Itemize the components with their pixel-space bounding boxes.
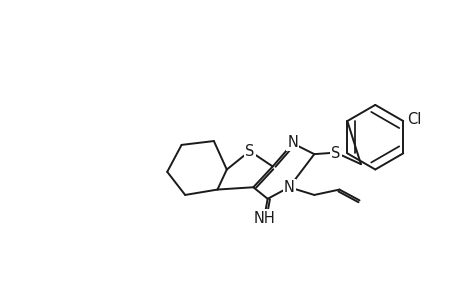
Text: NH: NH [252, 211, 274, 226]
Text: Cl: Cl [406, 112, 420, 127]
Text: S: S [330, 146, 340, 161]
Text: N: N [287, 135, 297, 150]
Text: S: S [245, 144, 254, 159]
Text: N: N [283, 180, 294, 195]
